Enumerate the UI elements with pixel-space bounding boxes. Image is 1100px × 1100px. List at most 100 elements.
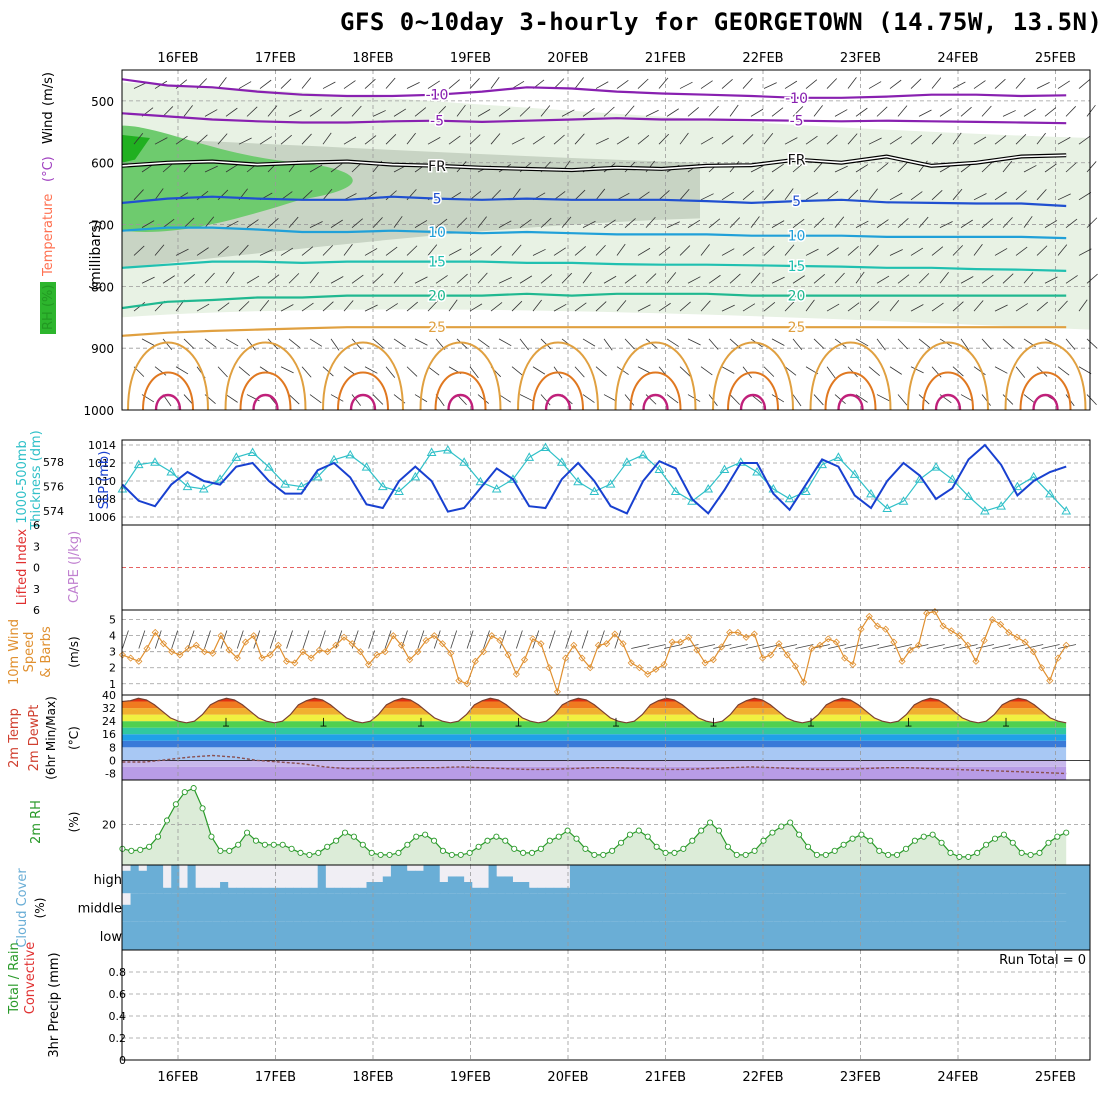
temp-band [122,747,1067,761]
cloud-cell-middle [553,893,563,922]
wind-barb [582,338,596,347]
wind10m-marker [291,659,299,667]
wind-barb [868,188,878,201]
wind-barb [742,366,752,379]
wind10m-barb [548,630,556,649]
cloud-cell-high [163,887,172,894]
cloud-cell-low [992,921,1002,950]
cloud-cell-middle [195,893,205,922]
cloud-cell-low [512,921,522,950]
wind-barb [385,246,398,256]
wind-barb [847,77,857,89]
cloud-cell-low [1001,921,1010,950]
rh-marker [626,831,633,838]
thickness-marker [833,452,844,461]
thickness-marker [133,459,144,469]
cloud-cell-middle [960,893,970,922]
temp-contour-35 [1032,393,1059,411]
thickness-marker [264,462,274,471]
thickness-line [121,446,1067,512]
wind-barb [301,366,312,378]
upper-axis-label: (millibars) [88,220,104,291]
wind-barb [540,217,552,228]
wind-barb [687,338,701,346]
wind-barb [288,216,299,228]
wind-barb [469,134,481,145]
cloud-cell-middle [757,893,766,922]
cloud-cell-low [732,921,742,950]
rh-marker [341,829,349,836]
wind-barb [406,132,416,145]
wind-barb [792,338,803,351]
wind10m-marker [324,648,332,656]
wind-barb [553,303,567,312]
wind10m-marker [422,636,430,645]
cloud-cell-low [683,921,693,950]
cloud-cell-low [260,921,270,950]
wind-barb [595,81,609,89]
wind-barb [225,338,239,347]
thickness-marker [459,457,470,466]
rh-marker [146,843,153,850]
wind-barb [658,246,671,256]
cloud-gap-high [293,865,303,888]
wind-barb [918,216,929,228]
wind-barb [414,107,427,117]
cloud-cell-high [285,887,294,894]
wind10m-barb [943,644,962,649]
cloud-cell-high [919,865,929,894]
wind10m-marker [783,651,791,659]
pressure-tick: 1000 [83,404,114,418]
cloud-cell-low [1041,921,1051,950]
wind-barb [238,301,250,312]
slp-tick: 1014 [88,439,116,452]
temp-contour [122,112,1067,125]
rh-marker [306,851,313,858]
wind10m-marker [455,677,463,685]
slp-tick: 1012 [88,457,116,470]
wind-barb [553,247,566,256]
wind-barb [259,299,270,312]
cloud-cell-middle [626,893,636,922]
wind-barb [498,394,511,403]
rh-marker [653,843,660,850]
wind10m-marker [176,651,184,659]
cloud-cell-middle [309,893,319,922]
wind-barb [826,78,838,89]
cloud-cell-low [138,921,148,950]
cloud-gap-high [529,865,538,888]
wind-barb [981,338,992,350]
wind-barb [385,190,397,201]
cloud-gap-high [521,865,530,882]
wind-barb [876,338,886,351]
wind10m-marker [397,641,406,649]
wind10m-barb [433,630,441,649]
wind10m-marker [644,670,652,678]
wind-barb [582,108,595,117]
rh-marker [493,833,500,840]
rh-marker [929,831,936,838]
wind10m-marker [348,640,356,648]
temp-tick: 0 [109,754,116,767]
rh-marker [270,841,277,848]
wind10m-marker [668,638,676,646]
cloud-cell-low [285,921,294,950]
cloud-cell-low [602,921,612,950]
wind10m-barb [204,630,211,649]
cloud-cell-middle [691,893,701,922]
rh-marker [724,843,731,850]
wind-barb [511,300,523,312]
cloud-cell-low [610,921,620,950]
cloud-cell-middle [399,893,408,922]
wind-barb [133,189,144,201]
temp-contour-25 [809,341,892,411]
rh-legend-swatch [40,282,56,334]
temp-band [122,727,1067,735]
wind-barb [574,133,585,145]
wind-barb [763,366,775,377]
wind-barb [855,107,868,117]
thickness-marker [963,491,974,500]
cloud-gap-high [439,865,449,882]
thickness-marker [931,462,941,471]
wind-barb [372,273,384,284]
